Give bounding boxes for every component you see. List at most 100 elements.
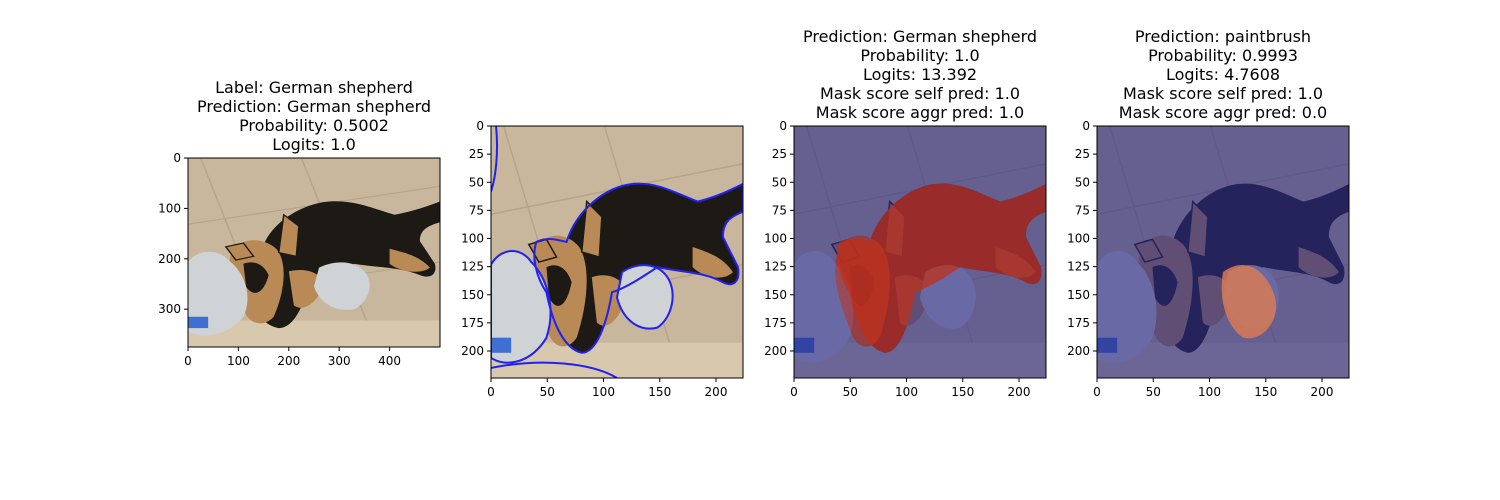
y-tick-label: 25 <box>772 147 787 161</box>
y-tick-label: 100 <box>461 232 484 246</box>
panel-title-line: Mask score aggr pred: 0.0 <box>1119 103 1327 122</box>
y-tick-label: 150 <box>1067 288 1090 302</box>
toy-right <box>314 262 370 310</box>
dog-leg <box>288 269 325 308</box>
y-tick-label: 75 <box>469 203 484 217</box>
x-tick-label: 50 <box>1146 385 1161 399</box>
dog-ear <box>224 242 255 261</box>
x-tick-label: 0 <box>184 354 192 368</box>
x-tick-label: 100 <box>227 354 250 368</box>
rug <box>491 342 743 378</box>
x-tick-label: 50 <box>540 385 555 399</box>
panel-title-line: Probability: 0.5002 <box>239 116 389 135</box>
y-tick-label: 0 <box>1082 119 1090 133</box>
panel-title-line: Logits: 4.7608 <box>1166 65 1280 84</box>
dog-face <box>243 262 269 293</box>
photo-scene <box>794 126 1046 378</box>
panel-4: 0 50 100 150 200 0 25 50 75 100 125 150 175 200 Predic… <box>1067 27 1350 399</box>
y-tick-label: 25 <box>469 147 484 161</box>
y-tick-label: 100 <box>764 232 787 246</box>
x-tick-label: 0 <box>487 385 495 399</box>
toy-left <box>491 251 551 363</box>
y-tick-label: 100 <box>158 201 181 215</box>
dog-hind-leg <box>692 246 733 278</box>
x-tick-label: 200 <box>705 385 728 399</box>
y-tick-label: 200 <box>158 252 181 266</box>
mask-background <box>1097 126 1349 378</box>
toy-right <box>617 265 673 329</box>
mask-contours <box>491 126 743 378</box>
y-tick-label: 175 <box>461 316 484 330</box>
mask-dog-head <box>835 235 890 347</box>
y-tick-label: 50 <box>772 175 787 189</box>
x-tick-label: 0 <box>1093 385 1101 399</box>
x-tick-label: 150 <box>951 385 974 399</box>
contour-toy-right <box>615 264 674 330</box>
y-tick-label: 0 <box>779 119 787 133</box>
panel-image <box>794 126 1046 378</box>
y-tick-label: 150 <box>764 288 787 302</box>
panel-3: 0 50 100 150 200 0 25 50 75 100 125 150 175 200 Predic… <box>764 27 1047 399</box>
y-tick-label: 0 <box>173 151 181 165</box>
panel-1: 0 100 200 300 400 0 100 200 300 Label: German she… <box>158 78 441 368</box>
axes-frame <box>490 125 744 379</box>
x-tick-label: 0 <box>790 385 798 399</box>
x-tick-label: 100 <box>895 385 918 399</box>
contour-edge <box>491 361 618 378</box>
y-tick-label: 300 <box>158 302 181 316</box>
y-tick-label: 50 <box>469 175 484 189</box>
panel-title-line: Prediction: German shepherd <box>197 97 431 116</box>
axes-frame <box>187 157 441 348</box>
panel-title-line: Logits: 1.0 <box>272 135 356 154</box>
y-tick-label: 50 <box>1075 175 1090 189</box>
panel-title-line: Probability: 1.0 <box>860 46 979 65</box>
y-tick-label: 150 <box>461 288 484 302</box>
x-tick-label: 300 <box>328 354 351 368</box>
x-tick-label: 200 <box>1008 385 1031 399</box>
y-tick-label: 25 <box>1075 147 1090 161</box>
y-tick-label: 175 <box>1067 316 1090 330</box>
mask-dog <box>837 183 1046 353</box>
photo-scene <box>491 126 743 378</box>
dog-ear <box>580 199 603 259</box>
x-tick-label: 150 <box>1254 385 1277 399</box>
axes-frame <box>793 125 1047 379</box>
rug <box>188 320 440 347</box>
blue-toy-piece <box>491 337 512 353</box>
panel-image <box>188 158 440 347</box>
photo-scene <box>188 158 440 347</box>
x-tick-label: 50 <box>843 385 858 399</box>
dog-face <box>546 265 572 306</box>
axes-frame <box>1096 125 1350 379</box>
y-tick-label: 200 <box>1067 344 1090 358</box>
toy-left <box>188 251 248 336</box>
y-tick-label: 125 <box>1067 260 1090 274</box>
x-tick-label: 150 <box>648 385 671 399</box>
y-tick-label: 200 <box>764 344 787 358</box>
x-tick-label: 400 <box>378 354 401 368</box>
panel-image <box>491 126 743 378</box>
y-tick-label: 125 <box>461 260 484 274</box>
panel-title-line: Prediction: paintbrush <box>1135 27 1311 46</box>
panel-title-line: Label: German shepherd <box>215 78 413 97</box>
y-tick-label: 75 <box>1075 203 1090 217</box>
panel-title-line: Probability: 0.9993 <box>1148 46 1298 65</box>
blue-toy-piece <box>188 316 209 329</box>
panel-title-line: Prediction: German shepherd <box>803 27 1037 46</box>
y-tick-label: 0 <box>476 119 484 133</box>
panel-title-line: Mask score aggr pred: 1.0 <box>816 103 1024 122</box>
y-tick-label: 175 <box>764 316 787 330</box>
contour-edge <box>491 126 499 192</box>
x-tick-label: 100 <box>592 385 615 399</box>
y-tick-label: 125 <box>764 260 787 274</box>
panel-2: 0 50 100 150 200 0 25 50 75 100 125 150 175 200 <box>461 119 744 399</box>
photo-scene <box>1097 126 1349 378</box>
contour-toy-left <box>491 250 552 364</box>
panel-title-line: Logits: 13.392 <box>863 65 977 84</box>
y-tick-label: 75 <box>772 203 787 217</box>
panel-title-line: Mask score self pred: 1.0 <box>1123 84 1323 103</box>
x-tick-label: 200 <box>277 354 300 368</box>
y-tick-label: 100 <box>1067 232 1090 246</box>
mask-toy <box>1221 265 1277 339</box>
